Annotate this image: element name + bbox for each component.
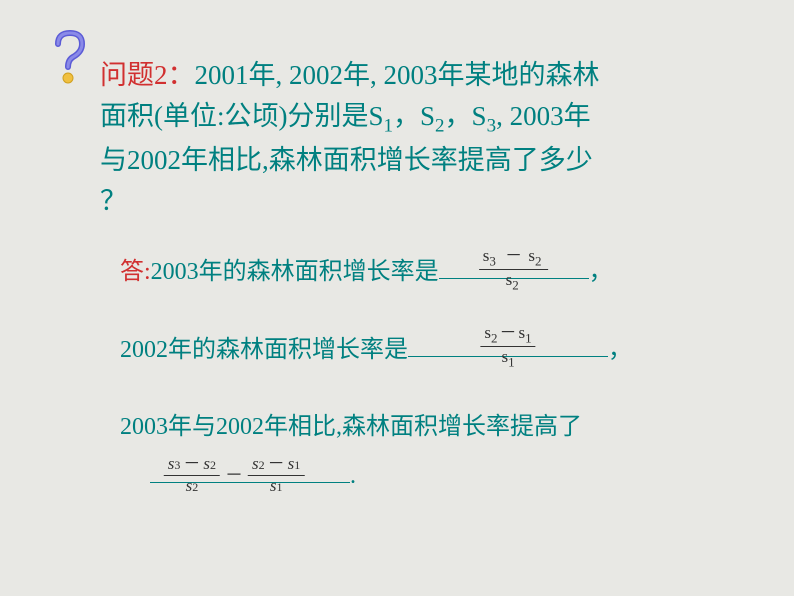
blank-3: s3－s2 s2 － s2－s1 s1	[150, 455, 350, 498]
dr-op: －	[265, 454, 288, 473]
f2-ds: 1	[508, 354, 515, 369]
blank-1: s3 － s2 s2	[439, 251, 589, 294]
answer-3-text: 2003年与2002年相比,森林面积增长率提高了	[120, 414, 582, 440]
f2-d: s	[501, 347, 508, 366]
diff-op: －	[222, 459, 246, 491]
q-comma-2: ，S	[445, 101, 487, 131]
answer-block: 答:2003年的森林面积增长率是 s3 － s2 s2 ， 2002年的森林面积…	[100, 251, 740, 498]
blank-2: s2－s1 s1	[408, 329, 608, 372]
f1-nbs: 2	[535, 253, 545, 268]
question-label: 问题2：	[100, 60, 195, 90]
f1-na: s	[483, 246, 490, 265]
answer-line-2: 2002年的森林面积增长率是 s2－s1 s1 ，	[100, 329, 740, 372]
f1-nas: 3	[489, 253, 499, 268]
question-line-1: 2001年, 2002年, 2003年某地的森林	[195, 60, 600, 90]
f2-nb: s	[519, 323, 526, 342]
fraction-diff: s3－s2 s2 － s2－s1 s1	[162, 441, 307, 496]
answer-label: 答:	[120, 259, 151, 285]
dr-nbs: 1	[294, 458, 300, 472]
f1-ds: 2	[512, 277, 522, 292]
question-text: 问题2：2001年, 2002年, 2003年某地的森林 面积(单位:公顷)分别…	[100, 55, 740, 221]
f2-nbs: 1	[525, 330, 532, 345]
dr-ds: 1	[276, 480, 282, 494]
dl-op: －	[180, 454, 203, 473]
dr-nas: 2	[259, 458, 265, 472]
slide-content: 问题2：2001年, 2002年, 2003年某地的森林 面积(单位:公顷)分别…	[100, 55, 740, 532]
answer-line-4: s3－s2 s2 － s2－s1 s1 .	[100, 455, 740, 498]
dl-ds: 2	[192, 480, 198, 494]
dr-nb: s	[288, 454, 295, 473]
answer-line-1: 答:2003年的森林面积增长率是 s3 － s2 s2 ，	[100, 251, 740, 294]
question-line-3: 与2002年相比,森林面积增长率提高了多少	[100, 145, 593, 175]
answer-2-text: 2002年的森林面积增长率是	[120, 337, 408, 363]
question-mark-icon	[50, 30, 90, 90]
sub-1: 1	[384, 115, 394, 136]
f2-op: －	[498, 323, 519, 342]
sub-3: 3	[487, 115, 497, 136]
answer-2-comma: ，	[608, 337, 632, 363]
question-line-4: ？	[100, 186, 127, 216]
fraction-2: s2－s1 s1	[480, 323, 535, 370]
final-period: .	[350, 463, 356, 489]
dr-d: s	[270, 476, 277, 495]
q-comma-1: ，S	[393, 101, 435, 131]
question-line-2a: 面积(单位:公顷)分别是S	[100, 101, 384, 131]
answer-1-comma: ，	[589, 259, 613, 285]
fraction-1: s3 － s2 s2	[479, 246, 549, 293]
q-comma-3: , 2003年	[496, 101, 591, 131]
dl-nas: 3	[174, 458, 180, 472]
answer-1-text: 2003年的森林面积增长率是	[151, 259, 439, 285]
sub-2: 2	[435, 115, 445, 136]
dr-na: s	[252, 454, 259, 473]
dl-nbs: 2	[210, 458, 216, 472]
f1-op: －	[503, 246, 524, 265]
f2-na: s	[484, 323, 491, 342]
dl-na: s	[168, 454, 175, 473]
